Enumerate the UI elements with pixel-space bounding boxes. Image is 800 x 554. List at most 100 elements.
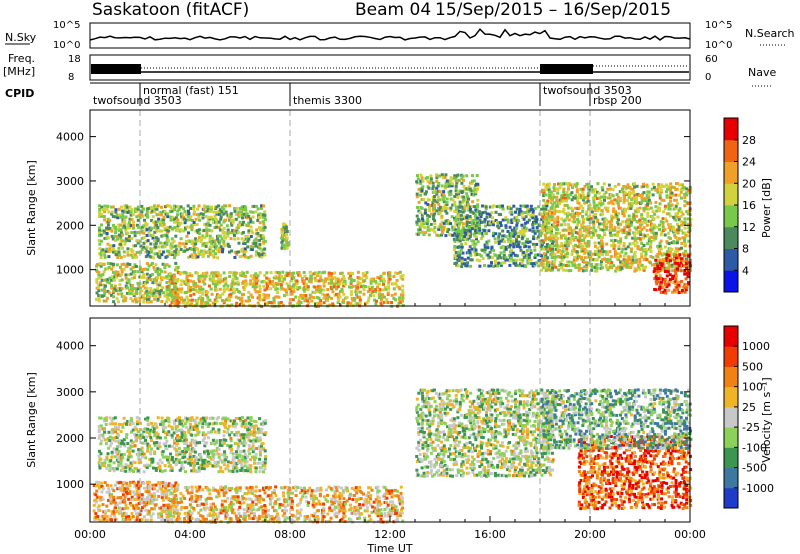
data-cell-1-0	[178, 435, 181, 439]
data-cell-0-1	[147, 297, 151, 301]
data-cell-0-6	[603, 223, 607, 227]
data-cell-0-0	[145, 222, 149, 226]
data-cell-1-0	[178, 439, 182, 443]
data-cell-0-7	[685, 266, 689, 270]
data-cell-0-6	[617, 239, 621, 243]
data-cell-0-4	[444, 209, 448, 213]
data-cell-0-2	[347, 271, 351, 275]
data-cell-0-6	[559, 250, 563, 254]
data-cell-0-6	[626, 258, 630, 262]
data-cell-0-2	[388, 277, 392, 281]
data-cell-0-7	[676, 267, 679, 271]
data-cell-1-0	[246, 469, 250, 473]
data-cell-0-6	[568, 239, 572, 243]
data-cell-0-0	[153, 204, 156, 208]
data-cell-1-0	[140, 455, 144, 459]
data-cell-1-0	[142, 470, 146, 474]
data-cell-0-4	[416, 217, 420, 221]
data-cell-0-2	[210, 279, 214, 283]
data-cell-0-0	[166, 226, 170, 230]
data-cell-0-6	[581, 220, 585, 224]
data-cell-0-4	[454, 178, 458, 182]
data-cell-1-0	[122, 452, 126, 456]
data-cell-0-6	[581, 215, 585, 218]
data-cell-0-2	[332, 282, 336, 286]
data-cell-0-0	[247, 256, 251, 259]
data-cell-0-6	[613, 239, 617, 242]
data-cell-0-6	[623, 226, 627, 230]
data-cell-1-0	[207, 436, 210, 440]
data-cell-0-6	[606, 257, 610, 261]
data-cell-0-5	[525, 248, 529, 252]
data-cell-0-0	[205, 231, 209, 235]
data-cell-0-6	[640, 215, 644, 218]
data-cell-0-6	[617, 245, 621, 249]
data-cell-0-1	[104, 284, 107, 288]
data-cell-0-5	[453, 262, 457, 265]
data-cell-0-7	[687, 270, 691, 274]
data-cell-0-0	[110, 229, 114, 233]
data-cell-0-0	[242, 239, 246, 243]
data-cell-0-6	[607, 183, 611, 187]
data-cell-1-0	[242, 422, 246, 426]
data-cell-1-0	[229, 444, 233, 448]
data-cell-0-6	[635, 195, 638, 199]
data-cell-1-0	[163, 469, 167, 473]
data-cell-1-0	[215, 446, 219, 450]
data-cell-0-7	[658, 258, 662, 262]
data-cell-0-1	[127, 278, 131, 282]
data-cell-0-0	[197, 215, 201, 219]
data-cell-0-4	[472, 225, 476, 229]
data-cell-0-1	[155, 279, 159, 282]
data-cell-0-0	[101, 229, 105, 233]
data-cell-1-0	[237, 461, 241, 465]
data-cell-0-2	[208, 274, 212, 278]
data-cell-0-2	[356, 285, 360, 289]
data-cell-0-4	[433, 212, 437, 216]
data-cell-0-0	[151, 247, 155, 251]
data-cell-0-6	[572, 212, 576, 216]
data-cell-0-0	[237, 215, 241, 219]
data-cell-0-4	[420, 206, 424, 210]
data-cell-0-1	[138, 296, 142, 300]
data-cell-0-2	[208, 303, 211, 307]
data-cell-0-6	[549, 268, 553, 272]
data-cell-0-6	[561, 246, 565, 250]
data-cell-0-4	[450, 182, 454, 186]
data-cell-0-6	[558, 245, 561, 248]
data-cell-0-6	[567, 218, 571, 222]
data-cell-0-6	[553, 195, 556, 199]
data-cell-1-0	[180, 428, 183, 432]
data-cell-0-5	[485, 212, 489, 216]
data-cell-0-2	[331, 302, 335, 306]
data-cell-0-6	[581, 223, 585, 227]
data-cell-0-1	[150, 289, 154, 293]
data-cell-0-5	[488, 212, 492, 216]
data-cell-0-6	[586, 217, 590, 221]
data-cell-1-0	[192, 439, 196, 443]
data-cell-0-2	[224, 280, 228, 284]
data-cell-0-0	[240, 223, 244, 227]
data-cell-0-2	[279, 287, 283, 291]
data-cell-0-6	[567, 206, 571, 210]
data-cell-0-0	[187, 212, 191, 216]
data-cell-0-2	[232, 271, 236, 275]
data-cell-0-4	[424, 190, 428, 194]
data-cell-0-0	[258, 247, 262, 251]
data-cell-0-2	[172, 277, 176, 281]
data-cell-0-2	[197, 279, 201, 283]
data-cell-0-5	[481, 220, 485, 224]
data-cell-0-2	[168, 280, 172, 284]
data-cell-0-5	[522, 229, 526, 233]
data-cell-1-0	[229, 436, 233, 440]
data-cell-0-5	[517, 263, 521, 267]
data-cell-0-6	[651, 255, 655, 259]
data-cell-0-6	[581, 226, 585, 230]
data-cell-0-0	[194, 237, 198, 241]
data-cell-0-5	[459, 213, 463, 217]
data-cell-0-0	[263, 218, 267, 222]
data-cell-0-0	[254, 210, 258, 214]
data-cell-0-2	[316, 279, 320, 283]
data-cell-0-5	[473, 205, 477, 209]
